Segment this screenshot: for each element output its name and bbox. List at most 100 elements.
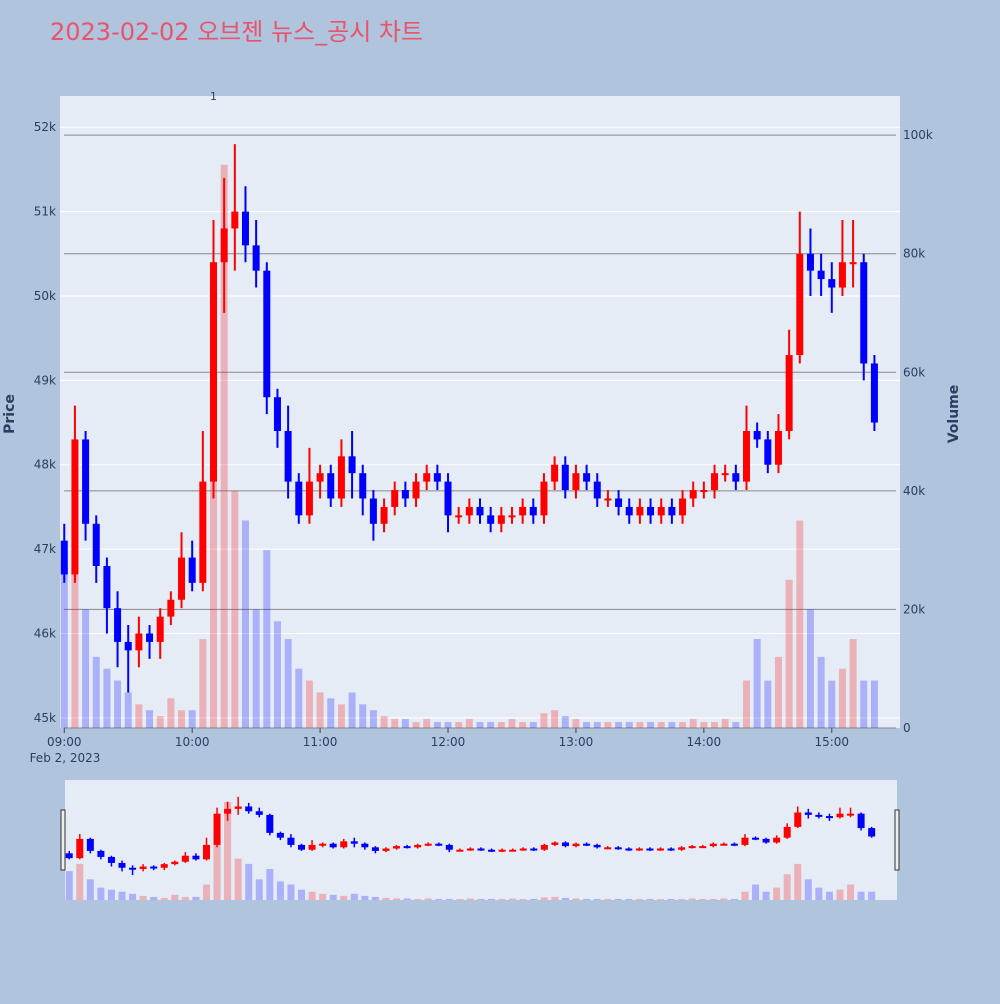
slider-candle-body [572, 843, 580, 847]
slider-candle-body [97, 850, 105, 857]
slider-volume-bar [635, 898, 643, 900]
slider-volume-bar [519, 898, 527, 900]
slider-volume-bar [667, 898, 675, 900]
candle-body [668, 506, 676, 516]
candle-body [817, 270, 825, 280]
slider-candle-body [76, 838, 84, 859]
slider-candle-body [688, 846, 696, 849]
y2-axis-title: Volume [946, 385, 962, 444]
volume-bar [295, 668, 303, 728]
volume-bar [273, 621, 281, 728]
slider-candle-body [825, 816, 833, 819]
candle-body [721, 473, 729, 476]
slider-candle-body [656, 848, 664, 851]
volume-bar [316, 692, 324, 728]
candle-body [220, 228, 228, 263]
slider-volume-bar [847, 884, 855, 900]
volume-bar [806, 609, 814, 728]
volume-bar [742, 680, 750, 728]
candle-body [455, 515, 463, 518]
volume-bar [135, 704, 143, 728]
slider-volume-bar [488, 898, 496, 900]
slider-candle-body [477, 848, 485, 851]
slider-volume-bar [97, 887, 105, 900]
volume-bar [732, 722, 740, 728]
slider-volume-bar [371, 896, 379, 900]
volume-bar [860, 680, 868, 728]
volume-bar [529, 722, 537, 728]
slider-volume-bar [730, 898, 738, 900]
volume-bar [487, 722, 495, 728]
slider-volume-bar [266, 869, 274, 900]
range-slider[interactable] [65, 780, 897, 900]
slider-volume-bar [65, 871, 73, 900]
slider-candle-body [287, 837, 295, 845]
slider-volume-bar [466, 898, 474, 900]
plot-area [60, 96, 900, 728]
volume-bar [401, 719, 409, 728]
volume-bar [241, 520, 249, 728]
volume-bar [828, 680, 836, 728]
slider-volume-bar [794, 863, 802, 900]
slider-candle-body [160, 864, 168, 868]
slider-candle-body [488, 849, 496, 852]
slider-candle-body [625, 848, 633, 851]
x-date-label: Feb 2, 2023 [30, 751, 101, 765]
volume-bar [327, 698, 335, 728]
slider-candle-body [424, 843, 432, 846]
slider-volume-bar [319, 893, 327, 900]
slider-volume-bar [224, 801, 232, 900]
volume-bar [604, 722, 612, 728]
slider-volume-bar [150, 896, 158, 900]
candle-body [551, 464, 559, 482]
slider-volume-bar [276, 881, 284, 900]
volume-bar [657, 722, 665, 728]
slider-handle-right [894, 809, 900, 871]
volume-bar [263, 550, 271, 728]
slider-candle-body [847, 813, 855, 816]
slider-candle-body [340, 841, 348, 848]
volume-bar [380, 716, 388, 728]
slider-candle-body [561, 842, 569, 847]
candle-body [561, 464, 569, 491]
volume-bar [305, 680, 313, 728]
volume-bar [583, 722, 591, 728]
y-tick-label: 46k [34, 626, 56, 640]
volume-bar [60, 561, 68, 728]
candle-body [774, 430, 782, 465]
slider-volume-bar [551, 896, 559, 900]
x-tick-label: 13:00 [559, 735, 594, 749]
candle-body [764, 439, 772, 465]
slider-volume-bar [160, 897, 168, 900]
slider-candle-body [255, 811, 263, 815]
volume-bar [796, 520, 804, 728]
slider-candle-body [129, 867, 137, 870]
slider-volume-bar [308, 891, 316, 900]
x-tick-label: 14:00 [687, 735, 722, 749]
slider-candle-body [667, 848, 675, 851]
candle-body [497, 515, 505, 524]
slider-candle-body [118, 862, 126, 868]
candle-body [806, 253, 814, 271]
volume-bar [519, 722, 527, 728]
candle-body [380, 506, 388, 524]
slider-candle-body [815, 814, 823, 817]
candle-body [124, 641, 132, 651]
slider-volume-bar [107, 889, 115, 900]
volume-bar [572, 719, 580, 728]
slider-candle-body [266, 814, 274, 833]
candle-body [444, 481, 452, 516]
candle-body [487, 515, 495, 524]
slider-candle-body [752, 837, 760, 840]
slider-candle-body [224, 808, 232, 814]
slider-volume-bar [86, 879, 94, 900]
volume-bar [668, 722, 676, 728]
candle-body [252, 245, 260, 271]
y-tick-label: 45k [34, 711, 56, 725]
slider-volume-bar [456, 898, 464, 900]
slider-volume-bar [804, 879, 812, 900]
slider-volume-bar [245, 863, 253, 900]
candle-body [604, 498, 612, 501]
slider-candle-body [192, 855, 200, 860]
